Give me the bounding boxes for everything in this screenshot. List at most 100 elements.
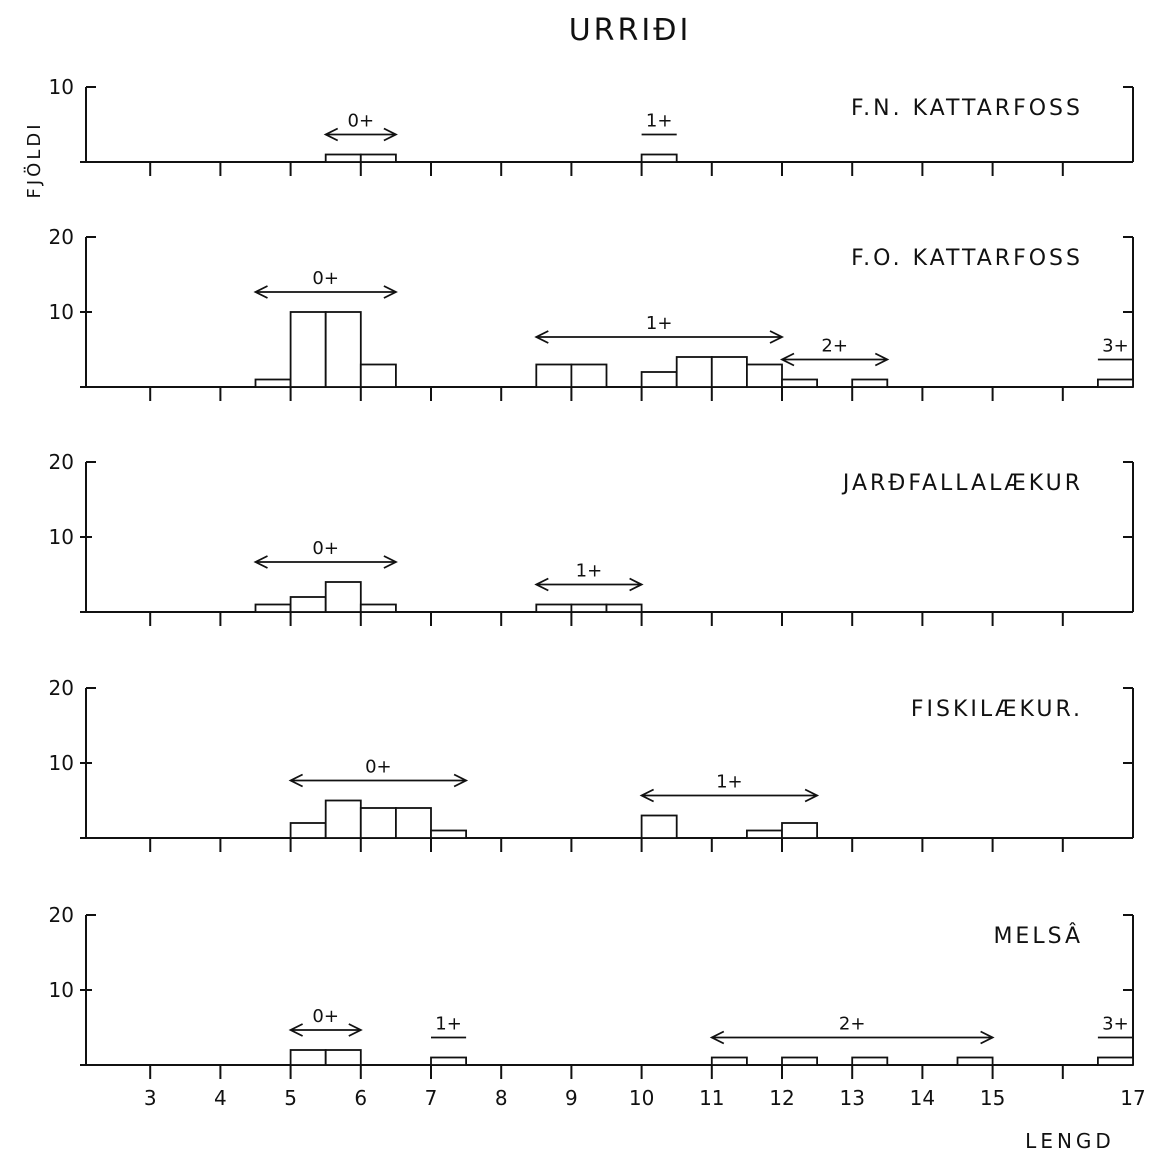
panel-label: F.O. KATTARFOSS — [851, 246, 1083, 271]
arrow-right-icon — [874, 352, 890, 367]
histogram-bar — [640, 153, 678, 163]
x-tick-labels: 3 4 5 6 7 8 9 10 11 12 13 14 15 17 — [144, 1086, 1146, 1110]
arrow-left-icon — [253, 555, 268, 569]
x-tick-label: 9 — [565, 1086, 578, 1110]
age-group-label: 1+ — [716, 772, 743, 793]
panel-label: JARÐFALLALÆKUR — [841, 471, 1083, 496]
age-group-label: 2+ — [821, 336, 848, 357]
age-group-1plus: 1+ — [641, 111, 677, 136]
histogram-bar — [851, 378, 889, 388]
age-group-label: 3+ — [1102, 1014, 1129, 1035]
histogram-bar — [324, 799, 362, 839]
age-group-1plus: 1+ — [534, 561, 644, 592]
histogram-bar — [570, 363, 608, 388]
histogram-bar — [324, 1049, 362, 1066]
histogram-bar — [359, 807, 397, 839]
x-tick-label: 11 — [699, 1086, 724, 1110]
x-tick-label: 13 — [839, 1086, 864, 1110]
age-group-label: 0+ — [365, 757, 392, 778]
panel-3: 10 20 JARÐFALLALÆKUR 0+ 1+ — [49, 450, 1134, 626]
histogram-bar — [324, 581, 362, 613]
age-group-2plus: 2+ — [709, 1014, 995, 1045]
histogram-bar — [1097, 378, 1134, 388]
arrow-right-icon — [383, 555, 398, 569]
age-group-label: 1+ — [435, 1014, 462, 1035]
y-tick-label: 10 — [49, 300, 74, 324]
arrow-right-icon — [348, 1023, 363, 1037]
histogram-bar — [710, 1056, 748, 1066]
panel-4: 10 20 FISKILÆKUR. 0+ 1+ — [49, 676, 1134, 852]
histogram-bar — [359, 603, 397, 613]
arrow-right-icon — [383, 285, 398, 299]
age-group-0plus: 0+ — [288, 757, 469, 788]
y-tick-label: 10 — [49, 978, 74, 1002]
arrow-right-icon — [769, 330, 785, 344]
x-tick-label: 3 — [144, 1086, 157, 1110]
age-group-0plus: 0+ — [253, 538, 398, 569]
age-group-3plus: 3+ — [1097, 336, 1133, 361]
histogram-bar — [781, 1056, 818, 1066]
age-group-1plus: 1+ — [431, 1014, 467, 1039]
histogram-bar — [289, 1049, 327, 1066]
histogram-bar — [535, 603, 573, 613]
histogram-bar — [640, 371, 678, 388]
y-tick-label: 10 — [49, 525, 74, 549]
arrow-left-icon — [253, 285, 268, 299]
x-tick-label: 17 — [1120, 1086, 1145, 1110]
histogram-bar — [781, 822, 818, 839]
histogram-bar — [289, 822, 327, 839]
age-group-label: 0+ — [312, 268, 339, 289]
x-tick-label: 5 — [284, 1086, 297, 1110]
histogram-bar — [289, 311, 327, 388]
histogram-bar — [254, 603, 292, 613]
age-group-label: 0+ — [312, 538, 339, 559]
histogram-bar — [1097, 1056, 1134, 1066]
histogram-bar — [289, 596, 327, 613]
x-tick-label: 4 — [214, 1086, 227, 1110]
panel-2: 10 20 F.O. KATTARFOSS 0+ 1+ 2+ 3+ — [49, 225, 1134, 401]
histogram-bar — [956, 1056, 994, 1066]
arrow-right-icon — [629, 577, 644, 592]
age-group-label: 1+ — [646, 111, 673, 132]
histogram-bar — [640, 814, 678, 839]
histogram-bar — [675, 356, 713, 388]
y-tick-label: 20 — [49, 450, 74, 474]
histogram-bar — [535, 363, 573, 388]
histogram-bar — [570, 603, 608, 613]
histogram-bar — [851, 1056, 889, 1066]
age-group-0plus: 0+ — [288, 1006, 363, 1037]
arrow-left-icon — [709, 1030, 725, 1045]
age-group-label: 1+ — [646, 313, 673, 334]
y-tick-label: 20 — [49, 676, 74, 700]
arrow-left-icon — [323, 127, 339, 142]
panel-5: 10 20 MELSÂ 0+ 1+ 2+ 3+ — [49, 903, 1134, 1079]
histogram-bar — [430, 829, 467, 839]
histogram-bar — [324, 153, 362, 163]
histogram-bar — [324, 311, 362, 388]
histogram-bar — [605, 603, 643, 613]
age-group-1plus: 1+ — [639, 772, 820, 803]
histogram-bar — [359, 363, 397, 388]
histogram-bar — [254, 378, 292, 388]
x-tick-label: 14 — [910, 1086, 935, 1110]
arrow-right-icon — [383, 127, 398, 142]
age-group-label: 1+ — [576, 561, 603, 582]
arrow-left-icon — [288, 773, 304, 788]
y-tick-label: 20 — [49, 225, 74, 249]
arrow-right-icon — [980, 1030, 995, 1045]
y-axis-label: FJÖLDI — [23, 121, 45, 198]
figure-title: URRIÐI — [569, 13, 692, 48]
panel-label: MELSÂ — [993, 923, 1083, 949]
panel-label: FISKILÆKUR. — [911, 697, 1083, 722]
age-group-label: 0+ — [312, 1006, 339, 1027]
y-tick-label: 10 — [49, 751, 74, 775]
x-tick-label: 8 — [495, 1086, 508, 1110]
arrow-right-icon — [804, 788, 820, 803]
panel-1: 10 F.N. KATTARFOSS 0+ 1+ — [49, 75, 1134, 176]
y-tick-label: 10 — [49, 75, 74, 99]
arrow-left-icon — [534, 330, 549, 344]
age-group-3plus: 3+ — [1097, 1014, 1133, 1039]
panels-group: 10 F.N. KATTARFOSS 0+ 1+ 10 20 F.O. KATTARFOSS… — [49, 75, 1134, 1079]
x-tick-label: 15 — [980, 1086, 1005, 1110]
